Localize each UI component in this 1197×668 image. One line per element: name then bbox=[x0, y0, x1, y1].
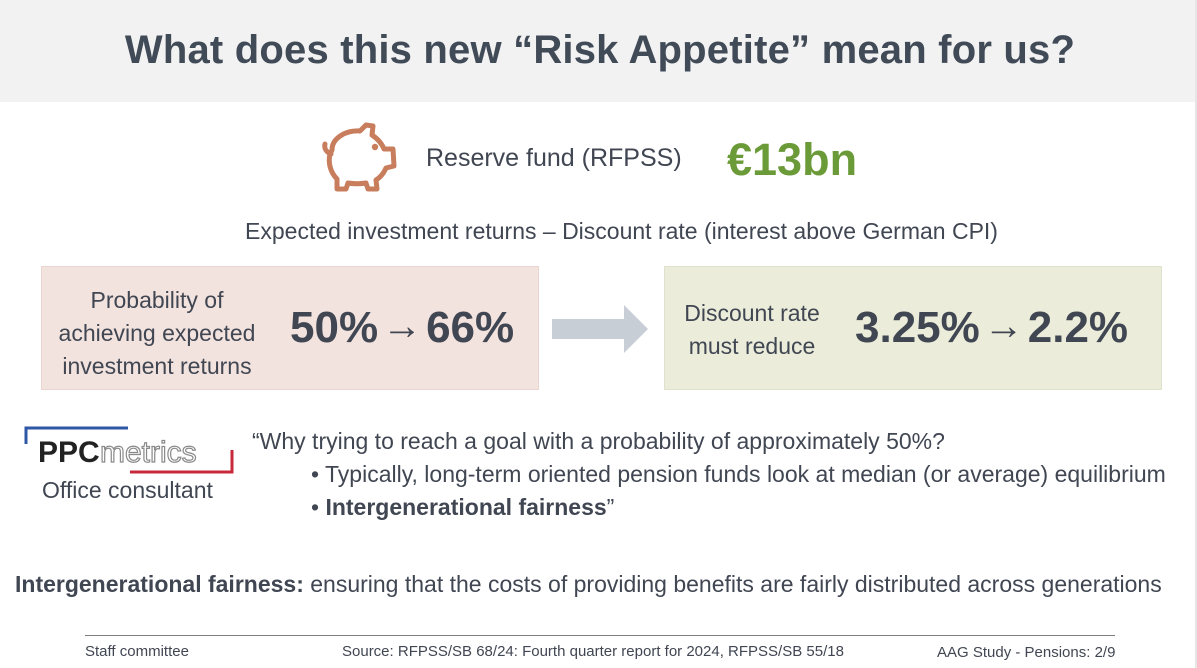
probability-box: Probability of achieving expected invest… bbox=[41, 266, 539, 390]
quote-bullet-fairness: • Intergenerational fairness” bbox=[311, 494, 614, 521]
discount-box: Discount rate must reduce 3.25% →2.2% bbox=[664, 266, 1162, 390]
right-arrow-icon: → bbox=[983, 304, 1024, 348]
closing-quote: ” bbox=[606, 494, 615, 520]
piggy-bank-icon bbox=[322, 122, 397, 192]
header-band bbox=[0, 0, 1195, 102]
returns-subheading: Expected investment returns – Discount r… bbox=[245, 218, 998, 244]
right-edge-line bbox=[1195, 0, 1197, 668]
discount-change: 3.25% →2.2% bbox=[855, 303, 1128, 353]
consultant-label: Office consultant bbox=[42, 477, 213, 503]
fairness-term: Intergenerational fairness bbox=[325, 494, 607, 520]
right-arrow-icon: → bbox=[382, 304, 423, 348]
footer-page: AAG Study - Pensions: 2/9 bbox=[937, 644, 1116, 661]
probability-change: 50% →66% bbox=[290, 303, 514, 353]
ppcmetrics-logo-light: metrics bbox=[100, 436, 197, 469]
ppcmetrics-logo-bold: PPC bbox=[38, 436, 100, 469]
discount-label-line: must reduce bbox=[688, 333, 816, 359]
reserve-fund-value: €13bn bbox=[727, 134, 858, 185]
ppcmetrics-logo: PPC metrics bbox=[24, 426, 234, 474]
probability-label: Probability of achieving expected invest… bbox=[54, 284, 260, 383]
footer-source: Source: RFPSS/SB 68/24: Fourth quarter r… bbox=[342, 643, 844, 660]
fairness-definition: Intergenerational fairness: ensuring tha… bbox=[15, 571, 1162, 598]
block-arrow-icon bbox=[552, 305, 648, 353]
footer-divider bbox=[85, 635, 1115, 636]
discount-to: 2.2% bbox=[1027, 303, 1129, 352]
slide-title: What does this new “Risk Appetite” mean … bbox=[124, 28, 1076, 72]
discount-label: Discount rate must reduce bbox=[677, 297, 827, 363]
probability-label-line: Probability of bbox=[90, 287, 224, 313]
definition-term: Intergenerational fairness: bbox=[15, 571, 304, 597]
quote-question: “Why trying to reach a goal with a proba… bbox=[252, 428, 945, 454]
reserve-fund-label: Reserve fund (RFPSS) bbox=[426, 144, 682, 172]
discount-from: 3.25% bbox=[855, 303, 980, 352]
definition-text: ensuring that the costs of providing ben… bbox=[303, 571, 1162, 597]
probability-label-line: achieving expected bbox=[58, 320, 256, 346]
discount-label-line: Discount rate bbox=[684, 300, 820, 326]
quote-bullet-median: • Typically, long-term oriented pension … bbox=[311, 461, 1166, 487]
probability-from: 50% bbox=[290, 303, 379, 352]
footer-left: Staff committee bbox=[85, 643, 189, 660]
bullet-marker: • bbox=[311, 494, 326, 520]
probability-to: 66% bbox=[426, 303, 515, 352]
probability-label-line: investment returns bbox=[62, 353, 252, 379]
